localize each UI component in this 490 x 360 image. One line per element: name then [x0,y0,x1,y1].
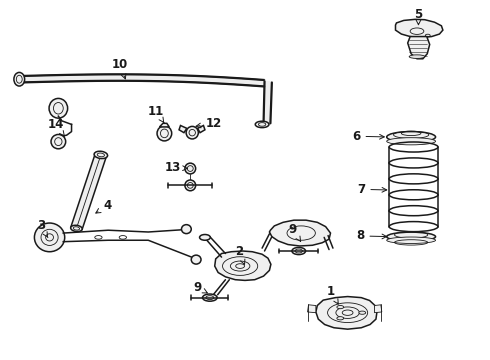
Ellipse shape [14,72,24,86]
Text: 1: 1 [326,285,338,304]
Ellipse shape [387,237,436,243]
Text: 4: 4 [96,199,111,213]
Polygon shape [197,126,205,133]
Text: 11: 11 [148,105,164,123]
Ellipse shape [71,225,82,231]
Text: 13: 13 [165,161,187,174]
Polygon shape [179,126,187,133]
Ellipse shape [337,306,343,309]
Polygon shape [215,251,271,280]
Ellipse shape [359,311,366,314]
Ellipse shape [255,121,269,128]
Polygon shape [374,305,382,313]
Ellipse shape [157,126,171,141]
Ellipse shape [202,294,217,301]
Ellipse shape [185,180,196,191]
Text: 5: 5 [415,8,422,25]
Text: 7: 7 [357,183,387,196]
Text: 9: 9 [289,223,301,242]
Polygon shape [395,19,443,38]
Ellipse shape [51,134,66,149]
Polygon shape [316,297,377,329]
Text: 12: 12 [196,117,222,130]
Ellipse shape [185,163,196,174]
Polygon shape [270,220,331,246]
Ellipse shape [94,151,108,158]
Text: 3: 3 [37,219,48,238]
Ellipse shape [337,317,343,320]
Polygon shape [159,123,169,127]
Text: 14: 14 [47,118,65,136]
Text: 9: 9 [193,281,207,294]
Ellipse shape [49,98,68,118]
Polygon shape [408,37,430,59]
Ellipse shape [409,55,425,58]
Ellipse shape [387,138,436,145]
Ellipse shape [387,132,436,142]
Text: 6: 6 [352,130,384,143]
Ellipse shape [181,225,191,234]
Text: 10: 10 [112,58,128,79]
Polygon shape [308,305,316,313]
Ellipse shape [186,126,198,139]
Text: 8: 8 [356,229,387,242]
Text: 2: 2 [235,245,245,264]
Ellipse shape [191,255,201,264]
Ellipse shape [34,223,65,252]
Ellipse shape [292,247,306,255]
Ellipse shape [387,232,436,241]
Ellipse shape [199,234,210,240]
Polygon shape [71,154,106,229]
